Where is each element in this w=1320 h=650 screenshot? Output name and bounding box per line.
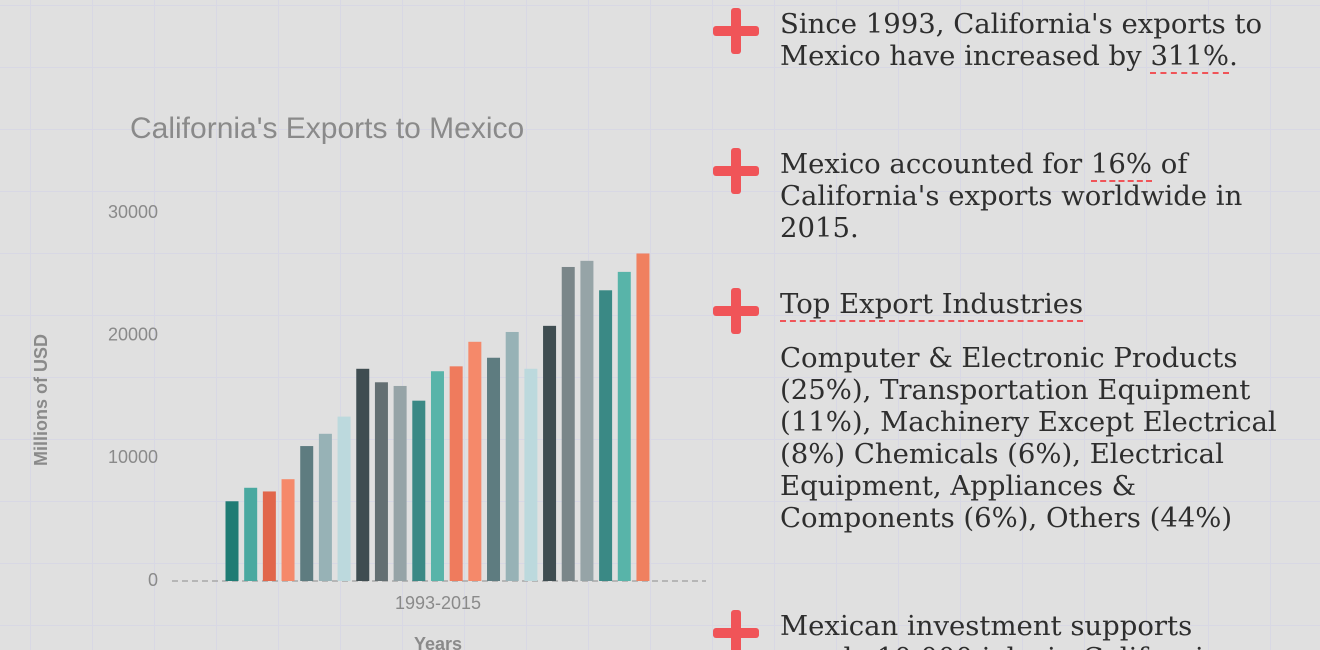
y-tick-label: 0 [148, 570, 158, 590]
highlight: Top Export Industries [780, 288, 1084, 322]
bar [524, 368, 538, 581]
bullet-text: Since 1993, California's exports to Mexi… [780, 8, 1280, 74]
bar [262, 491, 276, 581]
industries-text: Computer & Electronic Products (25%), Tr… [780, 342, 1277, 534]
text: Mexico accounted for [780, 148, 1091, 180]
bar [599, 290, 613, 581]
bullet: Since 1993, California's exports to Mexi… [710, 8, 1310, 74]
bar [225, 501, 239, 581]
bar [337, 416, 351, 581]
y-tick-label: 30000 [108, 202, 158, 222]
bar [449, 366, 463, 581]
bar [505, 331, 519, 581]
highlight: 16% [1090, 148, 1153, 182]
bar [580, 260, 594, 581]
bullet-text: Mexico accounted for 16% of California's… [780, 148, 1280, 244]
x-axis-title: Years [414, 634, 462, 650]
bullet: Top Export Industries Computer & Electron… [710, 288, 1310, 534]
bar [244, 487, 258, 581]
text: Mexican investment supports nearly 10,00… [780, 610, 1220, 650]
x-group-label: 1993-2015 [395, 593, 481, 613]
bar [430, 371, 444, 581]
bar [543, 325, 557, 581]
plus-icon [710, 148, 780, 244]
y-tick-label: 10000 [108, 447, 158, 467]
y-tick-label: 20000 [108, 324, 158, 344]
bar [393, 385, 407, 581]
bullet-text: Mexican investment supports nearly 10,00… [780, 610, 1280, 650]
highlight: 311% [1150, 40, 1230, 74]
bar [356, 368, 370, 581]
text: . [1229, 40, 1238, 72]
bar [487, 357, 501, 581]
bar [412, 400, 426, 581]
bullet: Mexico accounted for 16% of California's… [710, 148, 1310, 244]
bullet: Mexican investment supports nearly 10,00… [710, 610, 1310, 650]
chart: California's Exports to Mexico Millions … [31, 112, 706, 650]
plus-icon [710, 8, 780, 72]
chart-title: California's Exports to Mexico [130, 112, 524, 145]
bullet-text: Top Export Industries Computer & Electron… [780, 288, 1280, 534]
bar [374, 382, 388, 581]
bar [281, 479, 295, 581]
bar [468, 341, 482, 581]
plus-icon [710, 288, 780, 534]
bar [617, 271, 631, 581]
bar [300, 446, 314, 581]
bar [636, 253, 650, 582]
bar [318, 433, 332, 581]
text: Since 1993, California's exports to Mexi… [780, 8, 1263, 72]
bar [561, 266, 575, 581]
text: of California's exports worldwide in 201… [780, 148, 1243, 244]
plus-icon [710, 610, 780, 650]
y-axis-title: Millions of USD [31, 334, 51, 466]
